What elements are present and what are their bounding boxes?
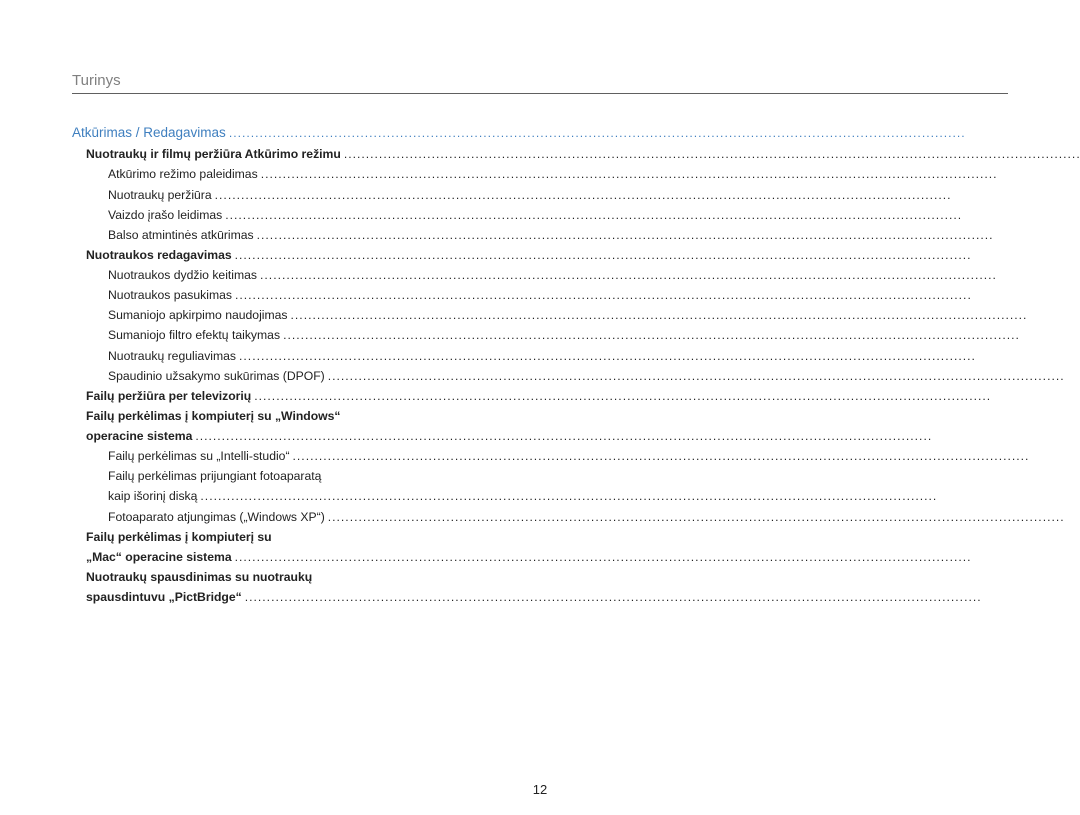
toc-leader-dots	[235, 245, 1080, 265]
toc-label: Fotoaparato atjungimas („Windows XP“)	[108, 507, 325, 527]
toc-leader-dots	[257, 225, 1080, 245]
toc-entry: Vaizdo įrašo leidimas90	[72, 205, 1080, 225]
toc-entry: Failų perkėlimas į kompiuterį su „Window…	[72, 406, 1080, 426]
toc-label: Failų perkėlimas į kompiuterį su	[86, 527, 272, 547]
toc-leader-dots	[229, 123, 1080, 143]
toc-label: Balso atmintinės atkūrimas	[108, 225, 254, 245]
toc-leader-dots	[328, 507, 1080, 527]
toc-label: Nuotraukos dydžio keitimas	[108, 265, 257, 285]
toc-label: Failų peržiūra per televizorių	[86, 386, 251, 406]
toc-leader-dots	[261, 164, 1080, 184]
toc-leader-dots	[283, 325, 1080, 345]
toc-entry: Sumaniojo apkirpimo naudojimas94	[72, 305, 1080, 325]
toc-label: Atkūrimo režimo paleidimas	[108, 164, 258, 184]
toc-entry: Atkūrimas / Redagavimas80	[72, 122, 1080, 144]
toc-label: Sumaniojo apkirpimo naudojimas	[108, 305, 288, 325]
toc-entry: Nuotraukų ir filmų peržiūra Atkūrimo rež…	[72, 144, 1080, 164]
toc-entry: „Mac“ operacine sistema104	[72, 547, 1080, 567]
toc-entry: Nuotraukų peržiūra88	[72, 185, 1080, 205]
toc-label: Failų perkėlimas su „Intelli-studio“	[108, 446, 290, 466]
toc-entry: Spaudinio užsakymo sukūrimas (DPOF)97	[72, 366, 1080, 386]
toc-entry: Sumaniojo filtro efektų taikymas95	[72, 325, 1080, 345]
toc-label: Failų perkėlimas į kompiuterį su „Window…	[86, 406, 341, 426]
toc-leader-dots	[239, 346, 1080, 366]
toc-label: Nuotraukų spausdinimas su nuotraukų	[86, 567, 312, 587]
toc-left-column: Atkūrimas / Redagavimas80Nuotraukų ir fi…	[72, 122, 1080, 607]
toc-leader-dots	[291, 305, 1080, 325]
page-header: Turinys	[72, 72, 1008, 94]
toc-columns: Atkūrimas / Redagavimas80Nuotraukų ir fi…	[72, 122, 1008, 607]
toc-label: Vaizdo įrašo leidimas	[108, 205, 222, 225]
toc-entry: kaip išorinį diską102	[72, 486, 1080, 506]
toc-entry: spausdintuvu „PictBridge“105	[72, 587, 1080, 607]
toc-leader-dots	[225, 205, 1080, 225]
toc-entry: Nuotraukos dydžio keitimas93	[72, 265, 1080, 285]
toc-leader-dots	[200, 486, 1080, 506]
toc-label: Atkūrimas / Redagavimas	[72, 122, 226, 144]
toc-leader-dots	[254, 386, 1080, 406]
toc-entry: Atkūrimo režimo paleidimas81	[72, 164, 1080, 184]
toc-leader-dots	[235, 547, 1080, 567]
toc-entry: Failų peržiūra per televizorių98	[72, 386, 1080, 406]
toc-label: spausdintuvu „PictBridge“	[86, 587, 242, 607]
toc-entry: Failų perkėlimas į kompiuterį su	[72, 527, 1080, 547]
toc-label: Spaudinio užsakymo sukūrimas (DPOF)	[108, 366, 325, 386]
toc-leader-dots	[195, 426, 1080, 446]
toc-entry: Failų perkėlimas prijungiant fotoaparatą	[72, 466, 1080, 486]
toc-leader-dots	[215, 185, 1080, 205]
toc-label: Nuotraukų ir filmų peržiūra Atkūrimo rež…	[86, 144, 341, 164]
toc-entry: Nuotraukų reguliavimas95	[72, 346, 1080, 366]
toc-entry: Failų perkėlimas su „Intelli-studio“100	[72, 446, 1080, 466]
toc-entry: operacine sistema99	[72, 426, 1080, 446]
toc-leader-dots	[260, 265, 1080, 285]
toc-label: Nuotraukos redagavimas	[86, 245, 232, 265]
toc-entry: Nuotraukų spausdinimas su nuotraukų	[72, 567, 1080, 587]
toc-label: „Mac“ operacine sistema	[86, 547, 232, 567]
toc-entry: Balso atmintinės atkūrimas92	[72, 225, 1080, 245]
toc-label: Sumaniojo filtro efektų taikymas	[108, 325, 280, 345]
toc-label: operacine sistema	[86, 426, 192, 446]
page-number: 12	[0, 782, 1080, 797]
toc-entry: Nuotraukos redagavimas93	[72, 245, 1080, 265]
toc-leader-dots	[235, 285, 1080, 305]
toc-leader-dots	[245, 587, 1080, 607]
toc-leader-dots	[328, 366, 1080, 386]
toc-label: kaip išorinį diską	[108, 486, 197, 506]
toc-leader-dots	[344, 144, 1080, 164]
toc-entry: Fotoaparato atjungimas („Windows XP“)103	[72, 507, 1080, 527]
toc-label: Failų perkėlimas prijungiant fotoaparatą	[108, 466, 321, 486]
toc-label: Nuotraukų peržiūra	[108, 185, 212, 205]
toc-label: Nuotraukos pasukimas	[108, 285, 232, 305]
toc-entry: Nuotraukos pasukimas94	[72, 285, 1080, 305]
toc-label: Nuotraukų reguliavimas	[108, 346, 236, 366]
toc-leader-dots	[293, 446, 1080, 466]
